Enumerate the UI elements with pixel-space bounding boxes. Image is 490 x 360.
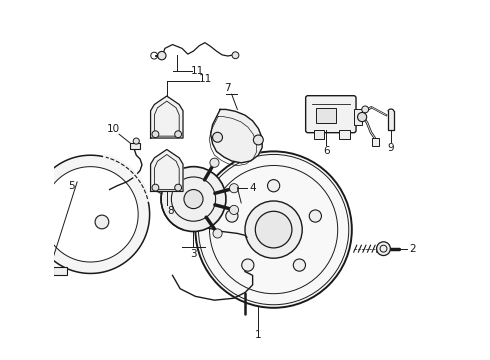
Circle shape: [309, 210, 321, 222]
Circle shape: [226, 210, 238, 222]
Text: 11: 11: [198, 74, 212, 84]
Polygon shape: [388, 111, 394, 130]
Circle shape: [255, 211, 292, 248]
Circle shape: [175, 131, 182, 138]
Polygon shape: [150, 149, 183, 192]
Text: 7: 7: [224, 84, 231, 94]
Text: 1: 1: [255, 330, 262, 340]
Circle shape: [232, 52, 239, 59]
Text: 9: 9: [388, 143, 394, 153]
Circle shape: [213, 229, 222, 238]
Bar: [317, 108, 336, 123]
Text: 3: 3: [190, 249, 197, 258]
Circle shape: [213, 132, 222, 142]
Text: 11: 11: [191, 66, 204, 76]
Polygon shape: [211, 109, 262, 163]
Text: 4: 4: [249, 183, 256, 193]
Circle shape: [152, 131, 159, 138]
Text: 2: 2: [409, 244, 416, 254]
Circle shape: [245, 201, 302, 258]
Circle shape: [253, 135, 263, 145]
Circle shape: [377, 242, 391, 256]
Circle shape: [175, 184, 182, 191]
Circle shape: [242, 259, 254, 271]
Bar: [130, 143, 141, 149]
Circle shape: [158, 51, 166, 60]
Circle shape: [229, 205, 239, 215]
Bar: [53, 267, 67, 275]
Polygon shape: [150, 96, 183, 138]
Circle shape: [161, 167, 226, 231]
Circle shape: [229, 184, 239, 193]
Circle shape: [133, 138, 139, 144]
Bar: [354, 109, 362, 125]
Text: 8: 8: [167, 206, 174, 216]
Circle shape: [95, 215, 109, 229]
Circle shape: [152, 184, 159, 191]
Text: 5: 5: [68, 181, 75, 192]
Circle shape: [210, 158, 219, 167]
Circle shape: [184, 189, 203, 208]
Bar: [314, 130, 324, 139]
FancyBboxPatch shape: [306, 96, 356, 133]
Bar: [371, 138, 379, 147]
Circle shape: [268, 180, 280, 192]
Text: 10: 10: [107, 124, 120, 134]
Circle shape: [358, 112, 367, 122]
Circle shape: [196, 152, 352, 308]
Circle shape: [362, 106, 368, 113]
Circle shape: [294, 259, 305, 271]
Bar: [339, 130, 350, 139]
Text: 6: 6: [323, 147, 330, 156]
Polygon shape: [42, 155, 149, 274]
